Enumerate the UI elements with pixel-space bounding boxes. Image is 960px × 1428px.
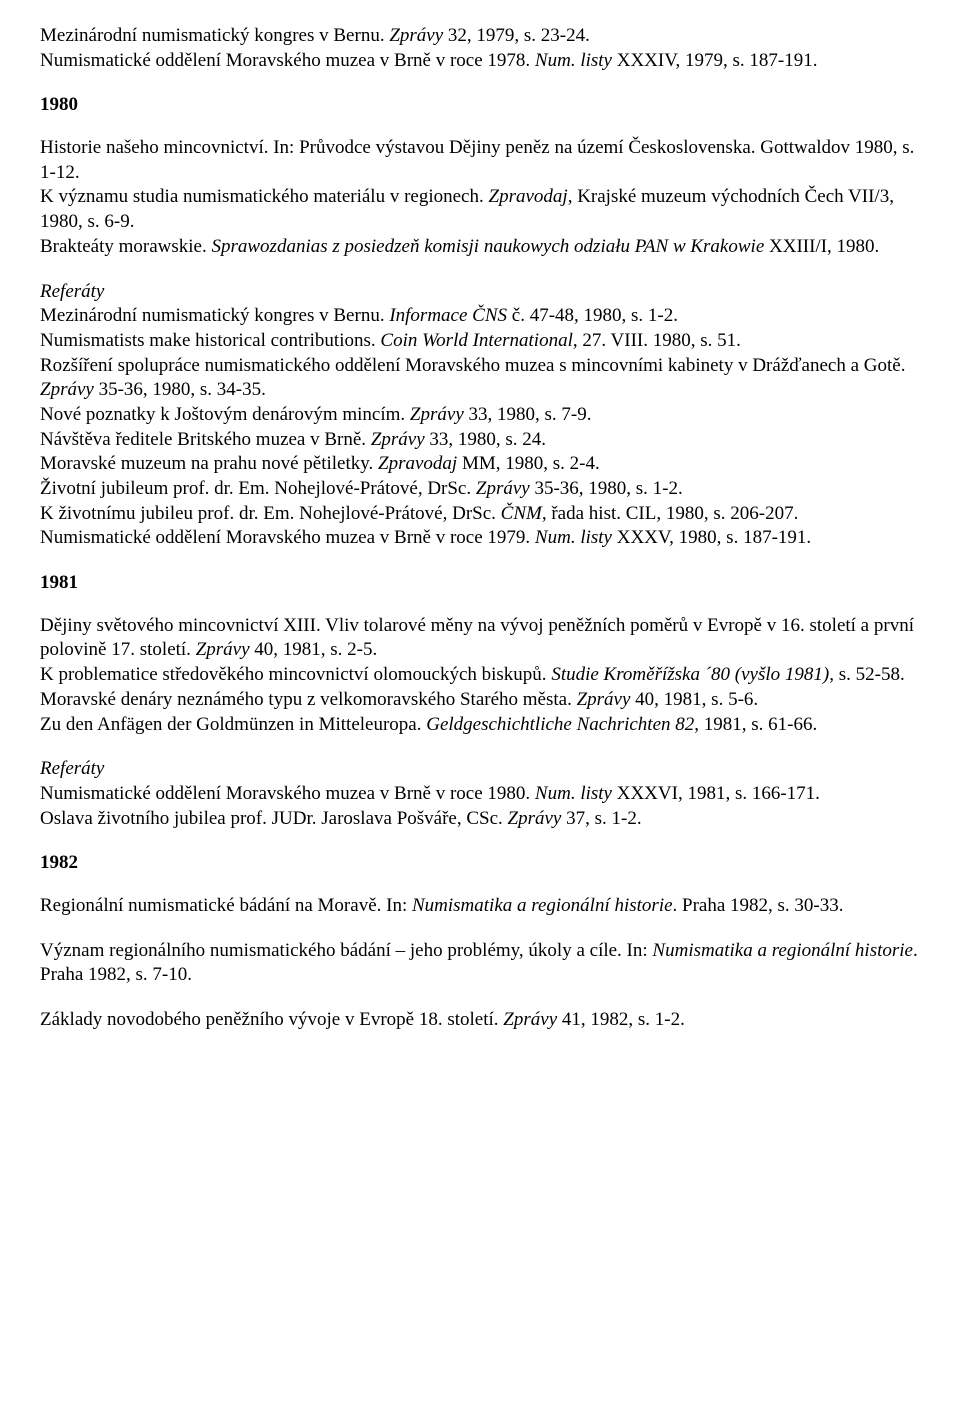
entry-line: Moravské denáry neznámého typu z velkomo… — [40, 688, 920, 713]
year-heading: 1980 — [40, 93, 920, 118]
document-body: Mezinárodní numismatický kongres v Bernu… — [40, 24, 920, 1033]
entry-line: Základy novodobého peněžního vývoje v Ev… — [40, 1008, 920, 1033]
entry-line: Význam regionálního numismatického bádán… — [40, 939, 920, 988]
entry-line: Historie našeho mincovnictví. In: Průvod… — [40, 136, 920, 185]
entry-line: Regionální numismatické bádání na Moravě… — [40, 894, 920, 919]
entry-line: Návštěva ředitele Britského muzea v Brně… — [40, 428, 920, 453]
entry-line: Numismatické oddělení Moravského muzea v… — [40, 526, 920, 551]
referaty-heading: Referáty — [40, 280, 920, 305]
entry-line: Numismatists make historical contributio… — [40, 329, 920, 354]
entry-line: Nové poznatky k Joštovým denárovým mincí… — [40, 403, 920, 428]
entry-line: Numismatické oddělení Moravského muzea v… — [40, 782, 920, 807]
year-heading: 1982 — [40, 851, 920, 876]
entry-line: Oslava životního jubilea prof. JUDr. Jar… — [40, 807, 920, 832]
entry-line: Zu den Anfägen der Goldmünzen in Mittele… — [40, 713, 920, 738]
entry-line: Moravské muzeum na prahu nové pětiletky.… — [40, 452, 920, 477]
entry-line: Životní jubileum prof. dr. Em. Nohejlové… — [40, 477, 920, 502]
intro-block: Mezinárodní numismatický kongres v Bernu… — [40, 24, 920, 73]
referaty-block: ReferátyMezinárodní numismatický kongres… — [40, 280, 920, 552]
entry-line: Mezinárodní numismatický kongres v Bernu… — [40, 24, 920, 49]
entry-line: Numismatické oddělení Moravského muzea v… — [40, 49, 920, 74]
year-heading: 1981 — [40, 571, 920, 596]
entry-line: K významu studia numismatického materiál… — [40, 185, 920, 234]
entry-line: K životnímu jubileu prof. dr. Em. Nohejl… — [40, 502, 920, 527]
entry-line: K problematice středověkého mincovnictví… — [40, 663, 920, 688]
referaty-block: ReferátyNumismatické oddělení Moravského… — [40, 757, 920, 831]
main-block: Dějiny světového mincovnictví XIII. Vliv… — [40, 614, 920, 737]
entry-line: Brakteáty morawskie. Sprawozdanias z pos… — [40, 235, 920, 260]
referaty-heading: Referáty — [40, 757, 920, 782]
entry-line: Dějiny světového mincovnictví XIII. Vliv… — [40, 614, 920, 663]
main-block: Historie našeho mincovnictví. In: Průvod… — [40, 136, 920, 259]
entry-line: Mezinárodní numismatický kongres v Bernu… — [40, 304, 920, 329]
entry-line: Rozšíření spolupráce numismatického oddě… — [40, 354, 920, 403]
